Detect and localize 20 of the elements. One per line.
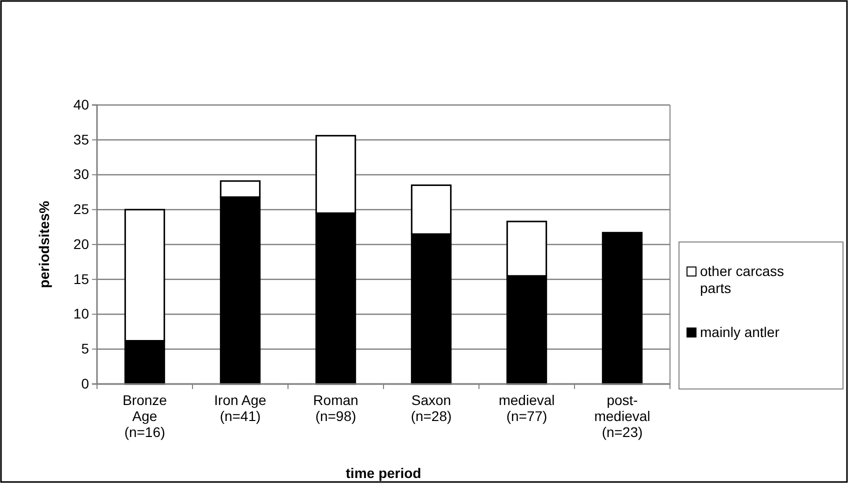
x-tick-label: Bronze Age (n=16) <box>122 392 168 440</box>
bar <box>602 232 643 385</box>
x-axis-title: time period <box>346 465 422 481</box>
legend-label: mainly antler <box>700 324 780 340</box>
y-axis-title: periodsites% <box>36 200 52 288</box>
y-tick-label: 0 <box>81 375 90 392</box>
y-tick-label: 5 <box>81 340 90 357</box>
x-tick-label: post-medieval (n=23) <box>594 392 650 440</box>
y-tick-label: 10 <box>73 306 90 322</box>
y-tick-label: 25 <box>73 201 90 218</box>
x-tick-label: Iron Age (n=41) <box>214 392 267 424</box>
x-tick-label: medieval (n=77) <box>498 392 555 424</box>
y-tick-label: 30 <box>73 166 90 182</box>
y-tick-label: 40 <box>73 96 90 112</box>
y-tick-label: 15 <box>73 270 90 287</box>
legend-label: other carcass parts <box>700 263 784 296</box>
y-tick-label: 20 <box>73 236 90 252</box>
x-tick-label: Saxon (n=28) <box>410 392 452 424</box>
x-tick-label: Roman (n=98) <box>313 392 358 424</box>
y-tick-label: 35 <box>73 131 90 148</box>
